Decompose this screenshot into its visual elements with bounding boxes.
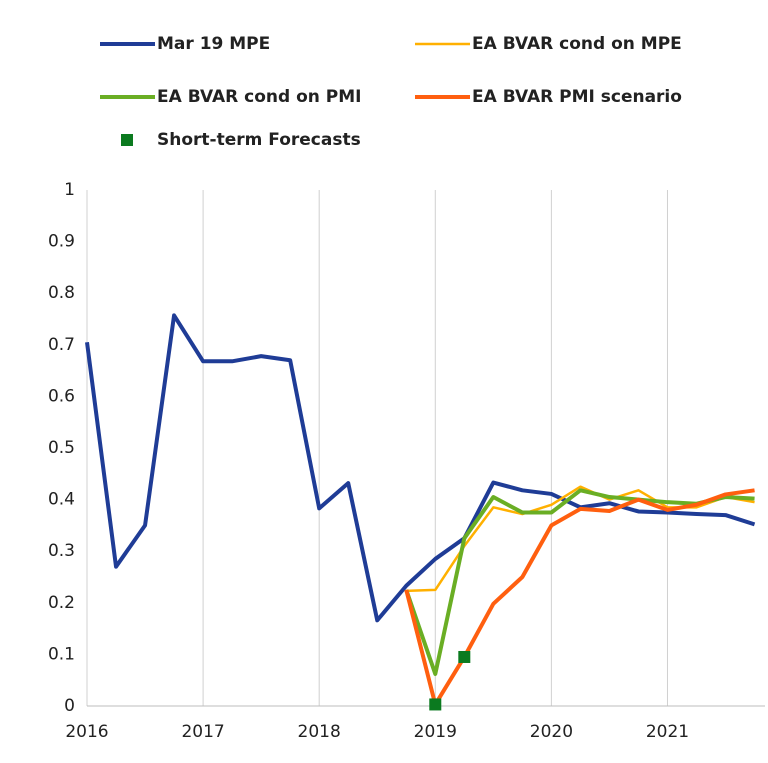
y-tick-label: 0.2 — [48, 593, 75, 613]
x-tick-label: 2019 — [414, 722, 457, 742]
x-tick-label: 2021 — [646, 722, 689, 742]
y-tick-label: 0.8 — [48, 283, 75, 303]
y-tick-label: 1 — [64, 180, 75, 200]
forecast-marker — [429, 698, 442, 711]
y-tick-label: 0.7 — [48, 335, 75, 355]
x-tick-label: 2018 — [298, 722, 341, 742]
x-tick-label: 2017 — [181, 722, 224, 742]
legend-label: EA BVAR cond on MPE — [472, 34, 682, 54]
y-tick-label: 0.6 — [48, 386, 75, 406]
y-tick-label: 0.3 — [48, 541, 75, 561]
forecast-marker — [458, 650, 471, 663]
legend-swatch — [121, 134, 133, 146]
y-tick-label: 0.4 — [48, 490, 75, 510]
y-tick-label: 0 — [64, 696, 75, 716]
legend-label: EA BVAR PMI scenario — [472, 87, 682, 107]
series-line — [404, 488, 755, 707]
x-tick-label: 2020 — [530, 722, 573, 742]
y-tick-label: 0.1 — [48, 644, 75, 664]
legend-label: Short-term Forecasts — [157, 130, 361, 150]
legend-label: EA BVAR cond on PMI — [157, 87, 361, 107]
y-tick-label: 0.5 — [48, 438, 75, 458]
y-tick-label: 0.9 — [48, 232, 75, 252]
series-line — [85, 313, 756, 623]
series-line — [404, 488, 755, 677]
legend-label: Mar 19 MPE — [157, 34, 270, 54]
x-tick-label: 2016 — [65, 722, 108, 742]
